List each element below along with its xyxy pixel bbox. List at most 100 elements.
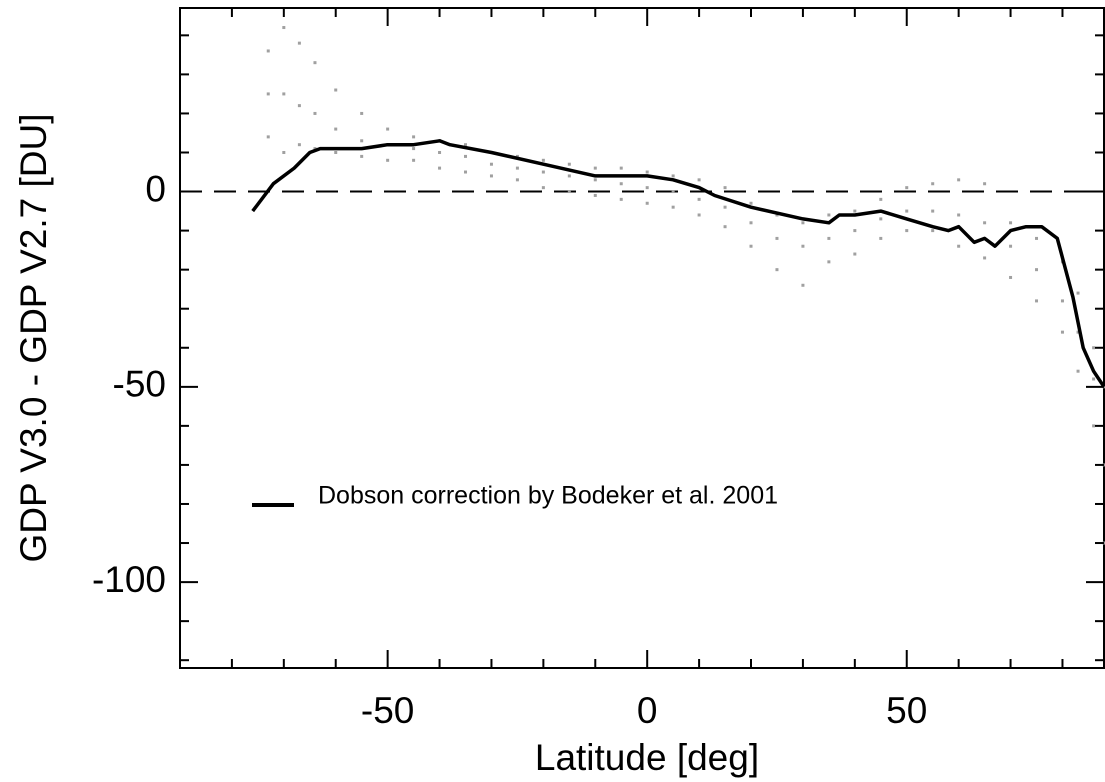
scatter-point xyxy=(1092,346,1096,350)
scatter-point xyxy=(801,221,805,225)
scatter-point xyxy=(619,197,623,201)
scatter-point xyxy=(905,209,909,213)
x-axis-title: Latitude [deg] xyxy=(535,737,759,778)
scatter-point xyxy=(905,229,909,233)
scatter-point xyxy=(386,127,390,131)
scatter-point xyxy=(1076,369,1080,373)
scatter-point xyxy=(1060,330,1064,334)
y-tick-label: 0 xyxy=(145,168,166,209)
x-tick-label: -50 xyxy=(361,690,414,731)
scatter-point xyxy=(619,166,623,170)
scatter-point xyxy=(266,135,270,139)
scatter-point xyxy=(266,92,270,96)
scatter-point xyxy=(334,150,338,154)
scatter-point xyxy=(334,127,338,131)
scatter-point xyxy=(645,201,649,205)
scatter-point xyxy=(801,244,805,248)
scatter-point xyxy=(671,205,675,209)
scatter-point xyxy=(297,104,301,108)
scatter-point xyxy=(1076,291,1080,295)
scatter-point xyxy=(853,229,857,233)
scatter-point xyxy=(567,174,571,178)
scatter-point xyxy=(386,158,390,162)
scatter-point xyxy=(931,182,935,186)
scatter-point xyxy=(775,213,779,217)
scatter-point xyxy=(723,225,727,229)
scatter-point xyxy=(489,162,493,166)
scatter-point xyxy=(645,186,649,190)
scatter-point xyxy=(593,178,597,182)
scatter-point xyxy=(438,166,442,170)
scatter-point xyxy=(313,111,317,115)
scatter-point xyxy=(313,147,317,151)
scatter-point xyxy=(489,174,493,178)
scatter-point xyxy=(1035,299,1039,303)
scatter-point xyxy=(827,213,831,217)
scatter-point xyxy=(464,143,468,147)
scatter-point xyxy=(567,190,571,194)
scatter-point xyxy=(438,150,442,154)
scatter-point xyxy=(1076,330,1080,334)
y-tick-label: -50 xyxy=(113,364,166,405)
scatter-point xyxy=(723,205,727,209)
line xyxy=(251,139,1105,388)
scatter-point xyxy=(827,236,831,240)
scatter-point xyxy=(853,209,857,213)
scatter-point xyxy=(1035,236,1039,240)
scatter-point xyxy=(334,88,338,92)
scatter-point xyxy=(282,92,286,96)
scatter-point xyxy=(983,182,987,186)
scatter-point xyxy=(1060,299,1064,303)
scatter-point xyxy=(360,154,364,158)
scatter-point xyxy=(749,244,753,248)
scatter-point xyxy=(957,244,961,248)
scatter-point xyxy=(671,174,675,178)
scatter-point xyxy=(313,61,317,65)
scatter-point xyxy=(879,197,883,201)
scatter-point xyxy=(1009,275,1013,279)
x-tick-label: 50 xyxy=(886,690,927,731)
scatter-point xyxy=(1009,244,1013,248)
scatter-point xyxy=(853,252,857,256)
y-axis-title: GDP V3.0 - GDP V2.7 [DU] xyxy=(13,114,54,563)
legend-label: Dobson correction by Bodeker et al. 2001 xyxy=(318,482,778,510)
scatter-point xyxy=(412,147,416,151)
scatter-point xyxy=(723,186,727,190)
scatter-point xyxy=(671,190,675,194)
scatter-point xyxy=(412,135,416,139)
scatter-point xyxy=(360,139,364,143)
scatter-point xyxy=(905,186,909,190)
scatter-point xyxy=(931,209,935,213)
scatter-point xyxy=(567,162,571,166)
scatter-point xyxy=(983,256,987,260)
scatter-point xyxy=(775,268,779,272)
scatter-point xyxy=(412,158,416,162)
scatter-point xyxy=(515,178,519,182)
scatter-point xyxy=(282,26,286,30)
scatter-point xyxy=(1009,221,1013,225)
scatter-point xyxy=(801,283,805,287)
scatter-point xyxy=(697,197,701,201)
scatter-point xyxy=(266,49,270,53)
scatter-point xyxy=(297,143,301,147)
scatter-point xyxy=(697,178,701,182)
scatter-point xyxy=(515,166,519,170)
scatter-point xyxy=(1035,268,1039,272)
scatter-point xyxy=(983,221,987,225)
scatter-point xyxy=(775,236,779,240)
scatter-point xyxy=(282,150,286,154)
scatter-point xyxy=(297,41,301,45)
scatter-point xyxy=(957,213,961,217)
scatter-point xyxy=(879,236,883,240)
scatter-point xyxy=(957,178,961,182)
plot-frame xyxy=(179,7,1105,669)
scatter-point xyxy=(464,170,468,174)
scatter-point xyxy=(515,154,519,158)
scatter-point xyxy=(749,221,753,225)
scatter-point xyxy=(593,193,597,197)
scatter-point xyxy=(541,170,545,174)
scatter-point xyxy=(827,260,831,264)
scatter-point xyxy=(541,186,545,190)
scatter-point xyxy=(1092,377,1096,381)
